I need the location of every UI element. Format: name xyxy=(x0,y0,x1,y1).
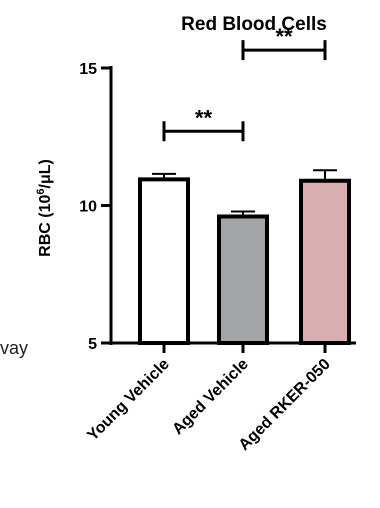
x-tick-label: Aged Vehicle xyxy=(169,356,252,439)
bar xyxy=(138,177,190,345)
significance-label: ** xyxy=(195,105,213,130)
cropped-side-text: vay xyxy=(0,338,29,358)
bar xyxy=(299,178,351,345)
y-tick-label: 15 xyxy=(79,61,97,78)
chart-title: Red Blood Cells xyxy=(181,14,327,35)
bar xyxy=(217,214,269,345)
y-tick-label: 5 xyxy=(88,336,97,353)
x-tick-label: Young Vehicle xyxy=(84,356,173,445)
significance-group: ** ** xyxy=(162,24,327,142)
bars-group xyxy=(138,169,351,345)
y-axis-label: RBC (106/μL) xyxy=(35,159,54,257)
significance-label: ** xyxy=(275,24,293,49)
y-tick-label: 10 xyxy=(79,199,97,216)
x-tick-label: Aged RKER-050 xyxy=(236,356,334,454)
